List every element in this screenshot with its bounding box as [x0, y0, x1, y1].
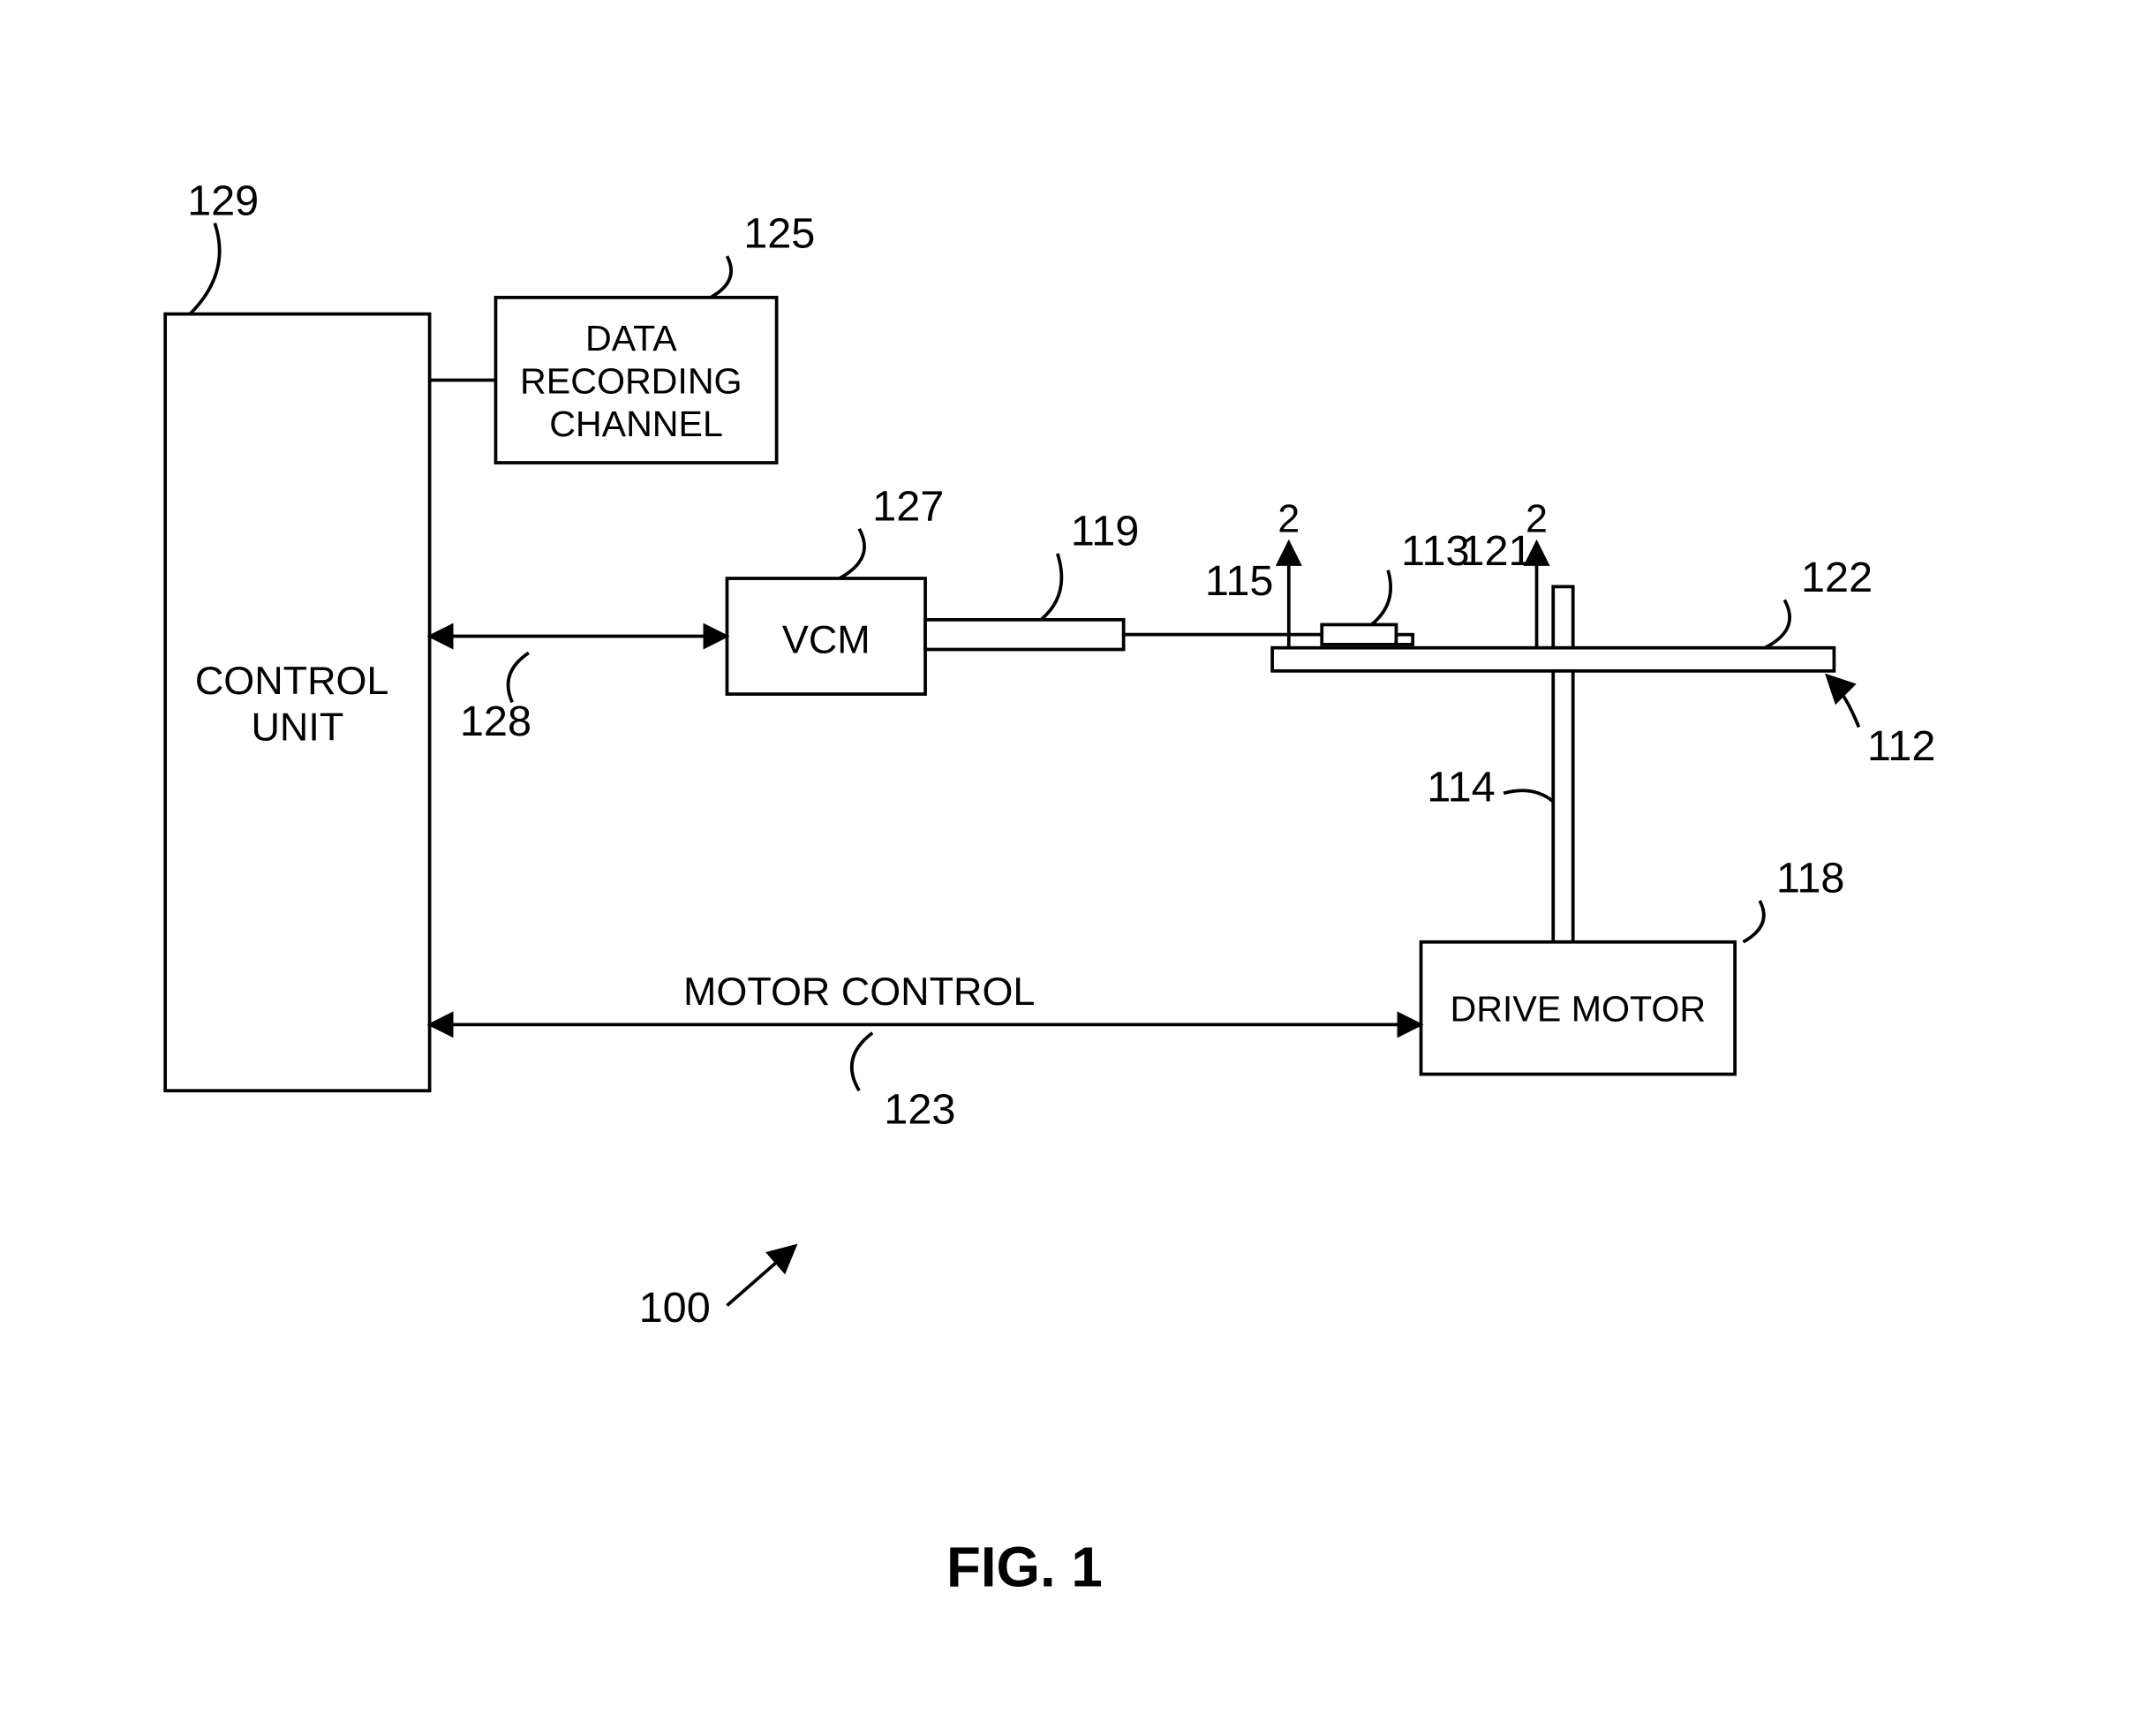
ref-123: 123	[884, 1086, 955, 1134]
vcm-label: VCM	[782, 616, 871, 661]
drive-motor-label: DRIVE MOTOR	[1450, 989, 1706, 1030]
ref-119: 119	[1071, 508, 1140, 555]
spindle-post-top	[1553, 586, 1572, 647]
ref-114-leader	[1504, 790, 1553, 801]
ref-100: 100	[639, 1284, 711, 1332]
slider	[1322, 624, 1396, 644]
figure-title: FIG. 1	[946, 1536, 1103, 1599]
ref-112: 112	[1867, 722, 1936, 770]
section-marker-left: 2	[1277, 496, 1300, 541]
ref-113: 113	[1401, 527, 1470, 575]
ref-123-leader	[852, 1033, 872, 1091]
ref-114: 114	[1427, 764, 1496, 811]
ref-125: 125	[743, 210, 815, 258]
ref-113-leader	[1371, 570, 1391, 625]
ref-122-leader	[1765, 600, 1790, 647]
ref-100-arrow	[727, 1248, 793, 1306]
actuator-arm	[925, 620, 1124, 650]
ref-122: 122	[1801, 554, 1873, 601]
spindle	[1553, 671, 1572, 942]
ref-119-leader	[1041, 554, 1061, 620]
ref-112-leader	[1829, 677, 1859, 727]
ref-128-leader	[509, 653, 529, 702]
section-marker-right: 2	[1526, 496, 1548, 541]
motor-control-label: MOTOR CONTROL	[683, 969, 1035, 1014]
ref-121: 121	[1460, 527, 1532, 575]
ref-118-leader	[1743, 901, 1763, 942]
head	[1396, 635, 1413, 645]
ref-115: 115	[1205, 557, 1274, 605]
block-diagram: CONTROL UNIT 129 DATA RECORDING CHANNEL …	[0, 0, 2148, 1735]
ref-127-leader	[840, 529, 864, 578]
disk	[1272, 648, 1834, 671]
ref-129-leader	[190, 223, 219, 314]
ref-129: 129	[187, 177, 259, 224]
ref-125-leader	[711, 256, 731, 298]
ref-127: 127	[872, 483, 944, 531]
ref-128: 128	[460, 698, 531, 745]
ref-118: 118	[1776, 855, 1845, 902]
